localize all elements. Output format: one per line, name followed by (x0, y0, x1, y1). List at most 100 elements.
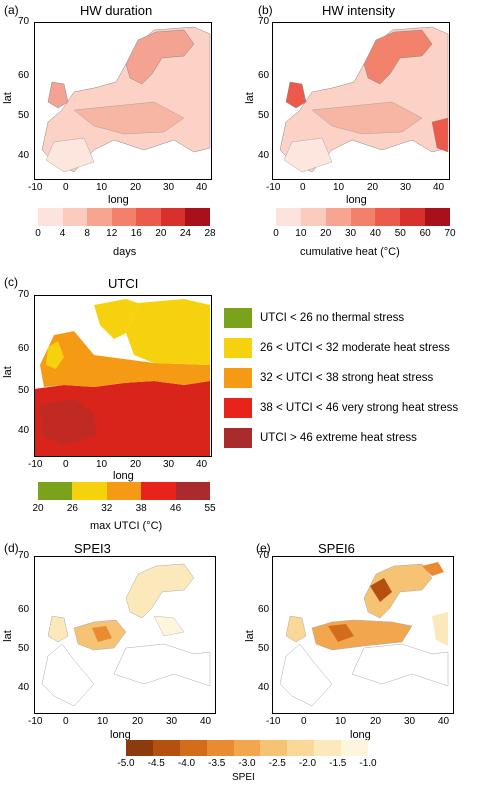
panel-c-xtick: 0 (63, 459, 69, 470)
colorbar-swatch (87, 208, 112, 226)
panel-e-ytick: 50 (258, 643, 270, 654)
colorbar-swatch (375, 208, 401, 226)
colorbar-tick-label: 38 (135, 503, 147, 514)
colorbar-swatch (233, 740, 261, 756)
colorbar-tick-label: 20 (155, 228, 167, 239)
utci-legend-item: 26 < UTCI < 32 moderate heat stress (224, 336, 496, 360)
panel-d-xtick: 40 (200, 716, 212, 727)
utci-legend-swatch (224, 398, 252, 418)
panel-e-title: SPEI6 (318, 541, 355, 556)
colorbar-tick-label: 0 (273, 228, 279, 239)
panel-a-xlabel: long (108, 194, 129, 206)
colorbar-tick-label: -3.5 (208, 758, 226, 769)
panel-c-label: (c) (4, 275, 18, 289)
colorbar-tick-label: 26 (66, 503, 78, 514)
utci-legend-swatch (224, 308, 252, 328)
panel-c-xtick: 20 (130, 459, 142, 470)
colorbar-swatch (38, 208, 63, 226)
panel-e-xtick: 20 (370, 716, 382, 727)
colorbar-swatch (206, 740, 234, 756)
colorbar-tick-label: 0 (35, 228, 41, 239)
colorbar-tick-label: 30 (345, 228, 357, 239)
panel-b-xtick: 20 (367, 182, 379, 193)
panel-e-ytick: 60 (258, 604, 270, 615)
colorbar-spei (126, 740, 369, 756)
colorbar-swatch (300, 208, 326, 226)
colorbar-tick-label: 12 (106, 228, 118, 239)
panel-d-ylabel: lat (1, 630, 14, 642)
utci-legend-text: UTCI < 26 no thermal stress (260, 312, 405, 324)
colorbar-swatch (276, 208, 301, 226)
colorbar-tick-label: 20 (32, 503, 44, 514)
panel-a-map (34, 22, 212, 180)
panel-e-ytick: 40 (258, 682, 270, 693)
colorbar-tick-label: -1.0 (359, 758, 377, 769)
colorbar-utci-label: max UTCI (°C) (90, 520, 163, 532)
panel-b-ytick: 60 (258, 70, 270, 81)
colorbar-swatch (175, 482, 211, 500)
utci-legend-item: UTCI < 26 no thermal stress (224, 306, 496, 330)
colorbar-swatch (341, 740, 369, 756)
panel-e-xtick: 30 (404, 716, 416, 727)
panel-b-xtick: 10 (333, 182, 345, 193)
colorbar-spei-ticks: -5.0 -4.5 -4.0 -3.5 -3.0 -2.5 -2.0 -1.5 -1.0 (112, 758, 382, 770)
panel-c-ytick: 40 (18, 425, 30, 436)
panel-b-label: (b) (258, 3, 273, 17)
colorbar-days-label: days (113, 246, 137, 258)
colorbar-days-ticks: 0 4 8 12 16 20 24 28 (30, 228, 218, 240)
panel-c-xtick: 30 (163, 459, 175, 470)
colorbar-heat-ticks: 0 10 20 30 40 50 60 70 (268, 228, 458, 240)
colorbar-swatch (314, 740, 342, 756)
panel-a-ytick: 50 (18, 110, 30, 121)
colorbar-swatch (136, 208, 161, 226)
panel-c-title: UTCI (108, 276, 139, 291)
panel-e-xlabel: long (350, 729, 371, 741)
panel-b-map (272, 22, 450, 180)
panel-a-ytick: 40 (18, 150, 30, 161)
panel-c-map (34, 295, 212, 457)
colorbar-tick-label: 46 (170, 503, 182, 514)
colorbar-swatch (62, 208, 88, 226)
panel-b-xtick: 30 (400, 182, 412, 193)
colorbar-tick-label: 28 (204, 228, 216, 239)
panel-b-xlabel: long (346, 194, 367, 206)
colorbar-swatch (185, 208, 211, 226)
panel-d-xtick: 20 (132, 716, 144, 727)
colorbar-tick-label: -4.5 (147, 758, 165, 769)
panel-a-label: (a) (4, 3, 19, 17)
utci-legend-text: 26 < UTCI < 32 moderate heat stress (260, 342, 450, 354)
colorbar-tick-label: 20 (320, 228, 332, 239)
colorbar-tick-label: 10 (295, 228, 307, 239)
colorbar-tick-label: -4.0 (177, 758, 196, 769)
colorbar-tick-label: -2.5 (268, 758, 286, 769)
colorbar-swatch (260, 740, 288, 756)
utci-legend-item: UTCI > 46 extreme heat stress (224, 426, 496, 450)
colorbar-swatch (400, 208, 426, 226)
panel-c-ytick: 60 (18, 343, 30, 354)
panel-e-xtick: 0 (301, 716, 307, 727)
panel-e-ytick: 70 (258, 550, 270, 561)
colorbar-tick-label: 32 (101, 503, 113, 514)
panel-d-map (34, 556, 216, 714)
panel-a-xtick: 40 (196, 182, 208, 193)
panel-a-xtick: 0 (63, 182, 69, 193)
colorbar-swatch (72, 482, 107, 500)
panel-d-xtick: 10 (97, 716, 109, 727)
colorbar-tick-label: 60 (419, 228, 431, 239)
panel-b-ytick: 70 (258, 16, 270, 27)
colorbar-spei-label: SPEI (232, 772, 255, 783)
colorbar-tick-label: 55 (204, 503, 216, 514)
panel-e-label: (e) (256, 541, 271, 555)
panel-b-xtick: -10 (266, 182, 281, 193)
panel-d-ytick: 60 (18, 604, 30, 615)
colorbar-swatch (152, 740, 180, 756)
panel-e-xtick: -10 (266, 716, 281, 727)
colorbar-tick-label: 50 (394, 228, 406, 239)
panel-b-ytick: 50 (258, 110, 270, 121)
utci-legend-item: 38 < UTCI < 46 very strong heat stress (224, 396, 496, 420)
panel-d-xlabel: long (110, 729, 131, 741)
utci-legend-swatch (224, 368, 252, 388)
colorbar-swatch (287, 740, 315, 756)
colorbar-swatch (106, 482, 142, 500)
panel-b-xtick: 0 (300, 182, 306, 193)
